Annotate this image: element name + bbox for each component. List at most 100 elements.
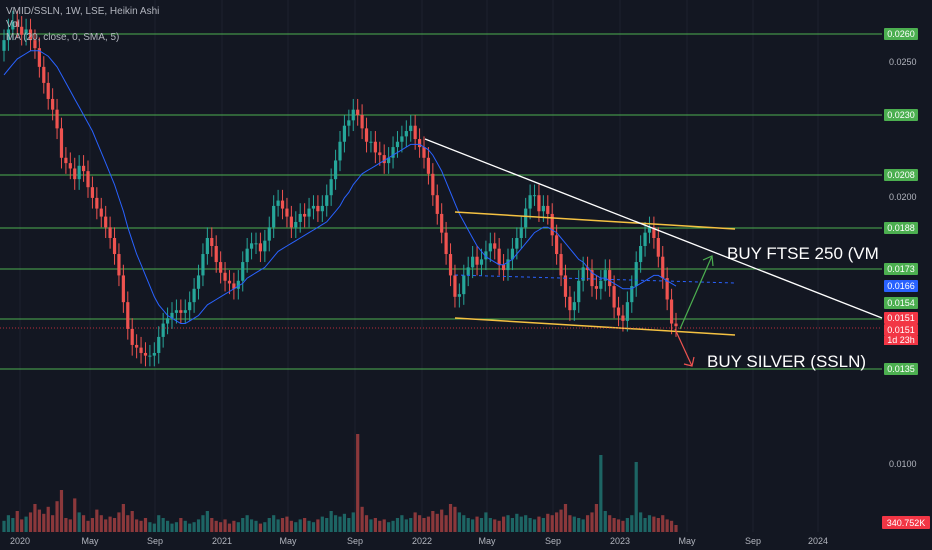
candle-body bbox=[347, 120, 351, 126]
volume-bar bbox=[280, 518, 285, 532]
volume-bar bbox=[143, 518, 148, 532]
level-label: 0.0135 bbox=[887, 364, 915, 374]
candle-body bbox=[413, 125, 417, 140]
volume-bar bbox=[86, 520, 90, 532]
drawings bbox=[424, 138, 883, 367]
volume-bar bbox=[46, 506, 50, 532]
volume-bar bbox=[457, 512, 461, 532]
volume-bar bbox=[471, 519, 475, 532]
candle-body bbox=[68, 163, 72, 169]
volume-bar bbox=[625, 518, 629, 532]
volume-bar bbox=[285, 516, 289, 532]
volume-bar bbox=[152, 523, 156, 532]
volume-bar bbox=[608, 515, 612, 532]
candle-body bbox=[2, 40, 6, 51]
time-tick-label: Sep bbox=[347, 536, 363, 546]
volume-bar bbox=[20, 519, 24, 532]
candle-body bbox=[639, 246, 643, 263]
ma-value-box bbox=[884, 280, 918, 292]
volume-bar bbox=[24, 516, 28, 532]
volume-bar bbox=[510, 518, 515, 532]
candle-body bbox=[196, 275, 201, 289]
symbol-legend[interactable]: VMID/SSLN, 1W, LSE, Heikin Ashi bbox=[6, 6, 160, 17]
volume-bar bbox=[669, 520, 674, 532]
volume-bar bbox=[528, 518, 532, 532]
red-arrow-head bbox=[683, 356, 695, 367]
candle-body bbox=[515, 237, 519, 249]
channel-upper-line[interactable] bbox=[454, 211, 736, 230]
volume-bar bbox=[135, 519, 139, 532]
volume-bar bbox=[236, 522, 240, 532]
volume-bar bbox=[64, 518, 68, 532]
volume-bar bbox=[307, 520, 311, 532]
candle-body bbox=[46, 82, 50, 99]
candle-body bbox=[307, 208, 311, 217]
price-axis[interactable]: 0.0260 0.0230 0.0208 0.0188 0.0173 0.0154 0.01… bbox=[882, 28, 930, 529]
volume-bar bbox=[369, 519, 373, 532]
buy-silver-annotation[interactable]: BUY SILVER (SSLN) bbox=[707, 352, 867, 371]
time-axis[interactable]: 2020 May Sep 2021 May Sep 2022 May Sep 2023 May Sep… bbox=[10, 536, 828, 546]
candle-body bbox=[378, 152, 382, 156]
candle-body bbox=[395, 141, 400, 148]
volume-bar bbox=[99, 515, 103, 532]
candle-body bbox=[417, 139, 422, 148]
volume-bar bbox=[665, 519, 669, 532]
candle-body bbox=[669, 299, 674, 324]
volume-bar bbox=[661, 515, 665, 532]
countdown-label: 1d 23h bbox=[887, 335, 915, 345]
volume-bars bbox=[2, 434, 678, 532]
volume-bar bbox=[210, 518, 214, 532]
volume-bar bbox=[590, 512, 594, 532]
volume-bar bbox=[541, 518, 545, 532]
volume-bar bbox=[77, 512, 81, 532]
volume-bar bbox=[634, 462, 638, 532]
volume-bar bbox=[413, 512, 417, 532]
ma-legend[interactable]: MA (20, close, 0, SMA, 5) bbox=[6, 32, 120, 43]
candle-body bbox=[135, 344, 139, 348]
candle-body bbox=[541, 205, 545, 212]
volume-bar bbox=[316, 519, 320, 532]
candle-body bbox=[219, 262, 223, 273]
level-label: 0.0230 bbox=[887, 110, 915, 120]
volume-bar bbox=[643, 518, 647, 532]
volume-bar bbox=[6, 515, 11, 532]
volume-bar bbox=[219, 522, 223, 532]
candle-body bbox=[497, 248, 501, 265]
candle-body bbox=[201, 254, 205, 276]
volume-bar bbox=[214, 520, 218, 532]
volume-bar bbox=[258, 523, 263, 532]
candle-body bbox=[6, 29, 11, 41]
level-label-box bbox=[884, 263, 918, 275]
candle-body bbox=[563, 275, 568, 297]
volume-bar bbox=[90, 518, 95, 532]
candle-body bbox=[661, 256, 665, 279]
heikin-ashi-candles bbox=[2, 10, 678, 367]
candle-body bbox=[647, 227, 652, 233]
candle-body bbox=[510, 248, 515, 260]
candle-body bbox=[643, 232, 647, 247]
volume-bar bbox=[28, 512, 33, 532]
descending-trendline[interactable] bbox=[424, 138, 883, 319]
buy-ftse-annotation[interactable]: BUY FTSE 250 (VM bbox=[727, 244, 879, 263]
time-tick-label: Sep bbox=[147, 536, 163, 546]
candle-body bbox=[373, 141, 377, 153]
candle-body bbox=[501, 264, 506, 271]
volume-bar bbox=[493, 519, 497, 532]
volume-bar bbox=[603, 511, 607, 532]
time-tick-label: Sep bbox=[545, 536, 561, 546]
time-tick-label: May bbox=[279, 536, 297, 546]
candle-body bbox=[585, 267, 590, 271]
volume-legend[interactable]: Vol bbox=[6, 19, 20, 30]
volume-bar bbox=[232, 520, 236, 532]
countdown-box bbox=[884, 336, 918, 345]
volume-bar bbox=[249, 519, 254, 532]
candle-body bbox=[20, 26, 24, 35]
volume-bar bbox=[342, 513, 347, 532]
channel-lower-line[interactable] bbox=[454, 317, 736, 336]
volume-bar bbox=[130, 511, 134, 532]
volume-bar bbox=[139, 520, 143, 532]
candle-body bbox=[192, 288, 196, 303]
candle-body bbox=[382, 155, 386, 164]
volume-bar bbox=[524, 515, 528, 532]
